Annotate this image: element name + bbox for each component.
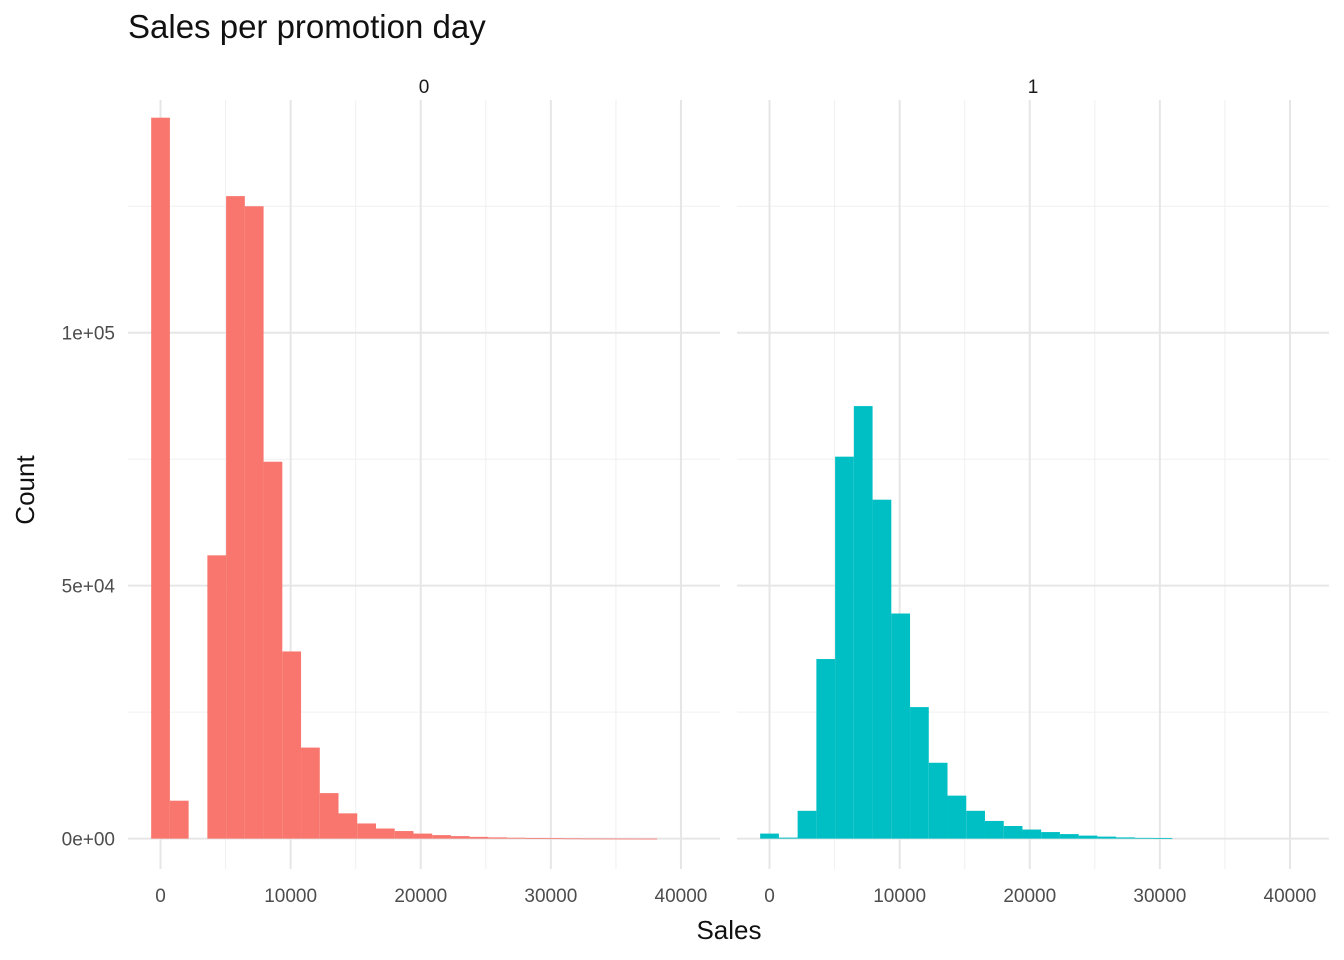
facet-strip-label: 1 <box>1028 77 1039 98</box>
histogram-bar <box>582 838 601 840</box>
histogram-bar <box>891 613 911 839</box>
histogram-bar <box>413 833 433 839</box>
y-tick-label: 1e+05 <box>62 324 115 345</box>
histogram-bar <box>1022 829 1042 839</box>
histogram-bar <box>1078 835 1098 839</box>
histogram-bar <box>638 838 658 840</box>
histogram-bar <box>207 555 227 839</box>
x-tick-label: 40000 <box>655 886 708 907</box>
x-tick-label: 0 <box>764 886 775 907</box>
histogram-bar <box>816 659 836 839</box>
histogram-bar <box>319 793 339 839</box>
histogram-bar <box>226 196 245 839</box>
histogram-bar <box>1116 837 1135 839</box>
facet-panel-1: 1 0 10000 20000 30000 40000 <box>737 77 1329 907</box>
histogram-bar <box>1059 834 1079 839</box>
panels-layer: 0 0 10000 20000 30000 40000 1 0 10000 20000 30000 4… <box>128 77 1329 907</box>
x-tick-label: 30000 <box>524 886 577 907</box>
histogram-bar <box>966 810 985 839</box>
histogram-bar <box>357 823 376 839</box>
histogram-bar <box>525 838 545 839</box>
histogram-bar <box>760 833 779 839</box>
histogram-bar <box>263 461 283 839</box>
histogram-bar <box>1134 837 1154 839</box>
x-axis-title: Sales <box>696 915 761 945</box>
histogram-bar <box>450 836 470 839</box>
histogram-bar <box>544 838 564 840</box>
histogram-bar <box>169 800 189 839</box>
histogram-bar <box>282 651 302 839</box>
histogram-bar <box>375 828 395 839</box>
x-tick-label: 10000 <box>264 886 317 907</box>
histogram-bar <box>432 835 451 839</box>
histogram-bar <box>469 836 489 839</box>
histogram-bar <box>507 837 526 839</box>
histogram-bar <box>928 762 948 839</box>
x-tick-label: 10000 <box>873 886 926 907</box>
chart-title: Sales per promotion day <box>128 8 486 45</box>
histogram-bar <box>394 831 414 839</box>
histogram-bar <box>619 838 639 840</box>
histogram-bar <box>853 406 873 839</box>
y-tick-label: 5e+04 <box>62 577 116 598</box>
histogram-bar <box>1097 836 1117 839</box>
y-tick-label: 0e+00 <box>62 830 115 851</box>
x-tick-label: 30000 <box>1133 886 1186 907</box>
y-axis-title: Count <box>10 455 40 525</box>
histogram-bar <box>1041 832 1060 839</box>
histogram-bar <box>947 795 967 839</box>
x-tick-label: 40000 <box>1264 886 1317 907</box>
x-tick-label: 0 <box>155 886 166 907</box>
histogram-bar <box>244 206 264 839</box>
x-tick-label: 20000 <box>394 886 447 907</box>
histogram-bar <box>338 813 358 839</box>
histogram-bar <box>835 456 854 839</box>
histogram-bar <box>984 820 1004 839</box>
histogram-bar <box>1153 838 1173 839</box>
histogram-bar <box>563 838 583 840</box>
histogram-bar <box>151 117 170 839</box>
histogram-bar <box>797 810 817 839</box>
histogram-bar <box>600 838 620 840</box>
histogram-bar <box>778 837 798 839</box>
histogram-bar <box>488 837 508 839</box>
facet-strip-label: 0 <box>419 77 430 98</box>
facet-panel-0: 0 0 10000 20000 30000 40000 <box>128 77 720 907</box>
histogram-bar <box>910 707 929 839</box>
histogram-bar <box>1003 825 1023 839</box>
histogram-bar <box>301 747 320 839</box>
x-tick-label: 20000 <box>1003 886 1056 907</box>
y-axis: 0e+00 5e+04 1e+05 <box>62 324 116 851</box>
histogram-bar <box>872 499 892 839</box>
